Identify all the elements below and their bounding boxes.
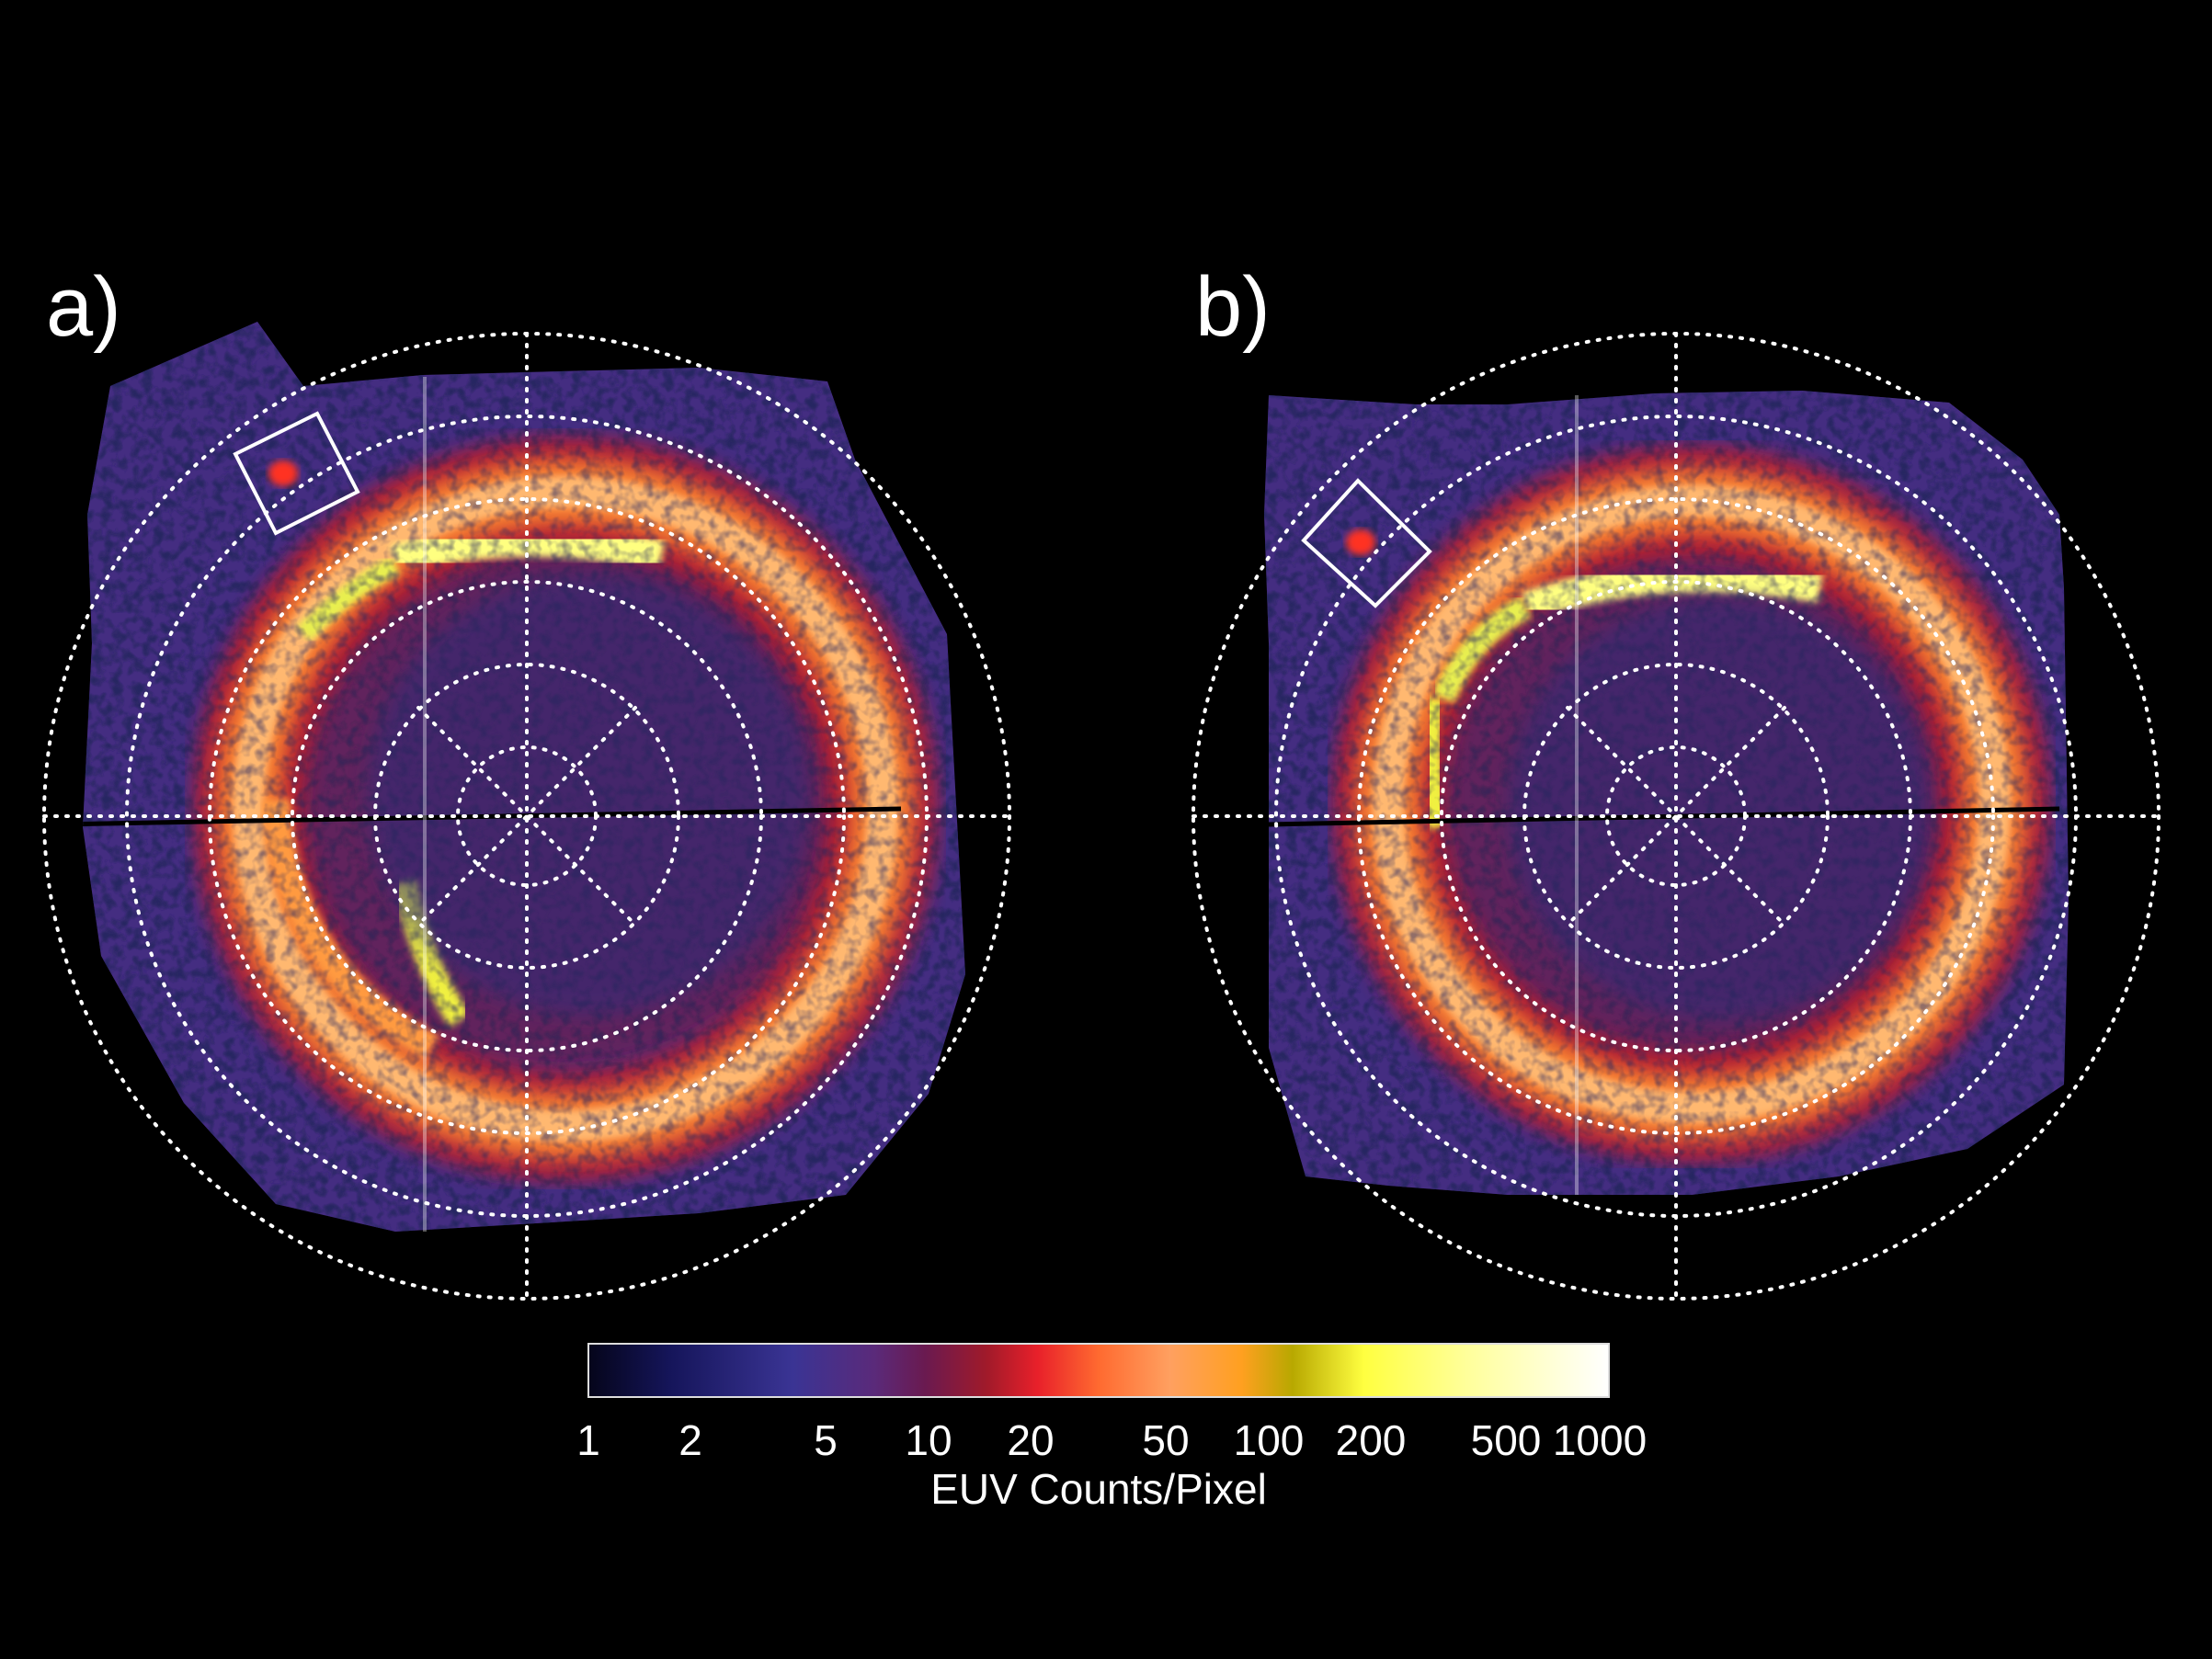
- panel-a-label: a): [46, 260, 121, 354]
- panel-b-region-box: [1301, 478, 1432, 608]
- colorbar-tick-label: 100: [1233, 1416, 1305, 1464]
- colorbar-tick-label: 5: [814, 1416, 838, 1464]
- colorbar: [587, 1343, 1610, 1398]
- panel-b-image: [1192, 332, 2161, 1301]
- colorbar-tick-label: 500: [1470, 1416, 1542, 1464]
- colorbar-tick-label: 1: [576, 1416, 600, 1464]
- panel-b-grid: [1192, 332, 2161, 1301]
- panel-b-label: b): [1195, 260, 1271, 354]
- panel-a-grid: [42, 332, 1011, 1301]
- colorbar-tick-label: 10: [905, 1416, 952, 1464]
- panel-a-image: [42, 322, 1011, 1301]
- colorbar-tick-label: 50: [1142, 1416, 1190, 1464]
- panel-a-region-box: [233, 411, 360, 536]
- colorbar-tick-label: 2: [678, 1416, 702, 1464]
- colorbar-tick-label: 1000: [1552, 1416, 1648, 1464]
- colorbar-title: EUV Counts/Pixel: [930, 1465, 1267, 1513]
- colorbar-tick-label: 20: [1007, 1416, 1055, 1464]
- colorbar-tick-label: 200: [1335, 1416, 1407, 1464]
